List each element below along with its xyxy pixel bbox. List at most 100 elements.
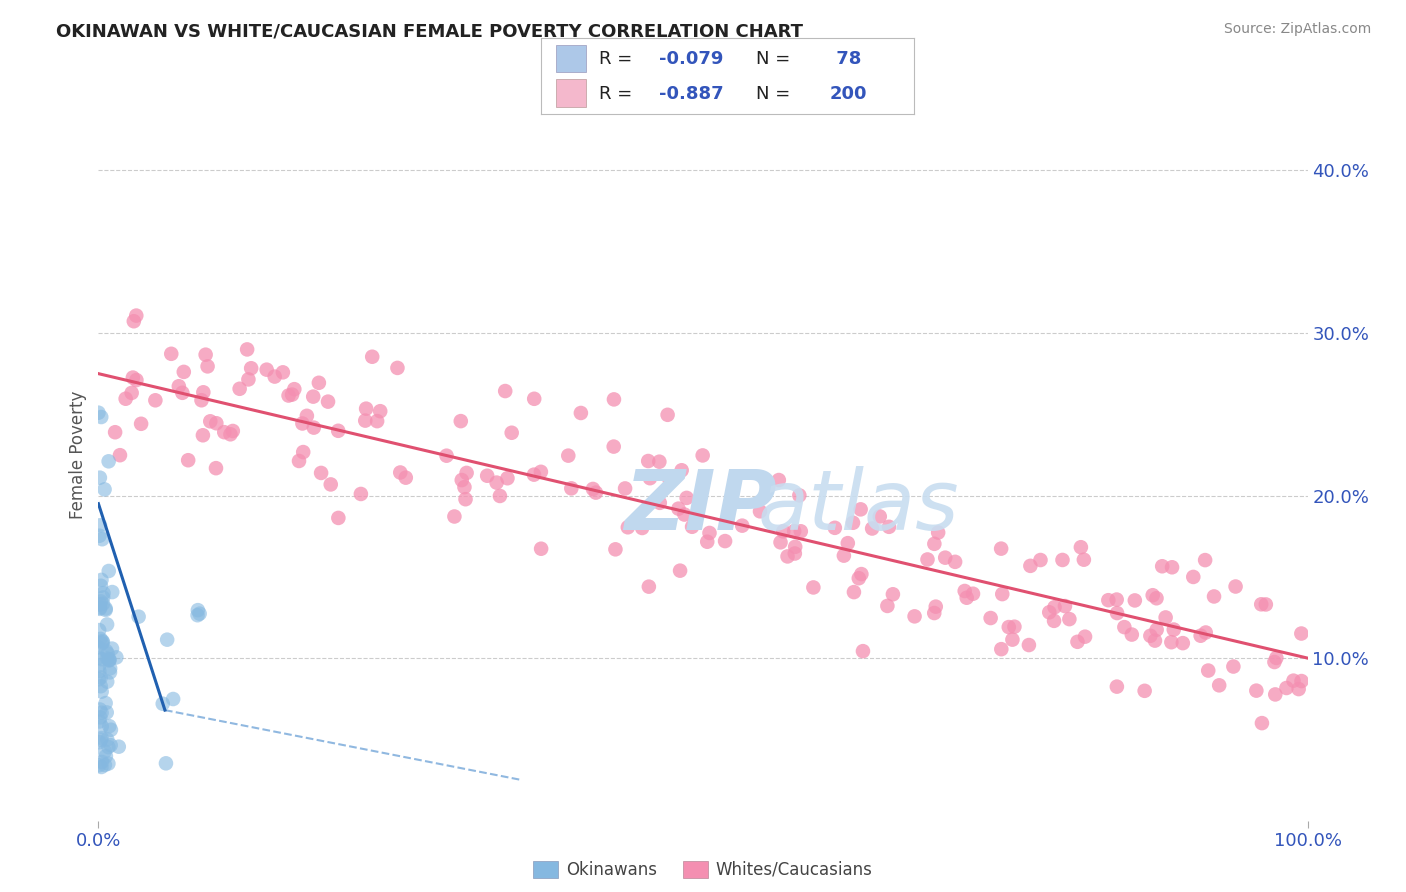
Point — [89, 471, 111, 485]
Point — [228, 382, 250, 396]
Point — [1114, 620, 1136, 634]
Text: 78: 78 — [830, 50, 862, 68]
Point — [91, 635, 114, 649]
Point — [200, 414, 222, 428]
Point — [1121, 627, 1143, 641]
Point — [90, 594, 112, 608]
Point — [173, 365, 195, 379]
Point — [1052, 553, 1074, 567]
Point — [1182, 570, 1205, 584]
Point — [240, 361, 263, 376]
Point — [1146, 623, 1168, 637]
Point — [90, 732, 112, 747]
Point — [1225, 580, 1247, 594]
Point — [89, 702, 111, 716]
Point — [1275, 681, 1298, 695]
Point — [1194, 553, 1216, 567]
Point — [1105, 680, 1128, 694]
Point — [96, 732, 118, 747]
Point — [1163, 623, 1185, 637]
Point — [927, 525, 949, 540]
Point — [1029, 553, 1052, 567]
Point — [450, 414, 472, 428]
Point — [749, 504, 772, 518]
Point — [1074, 630, 1097, 644]
Point — [89, 714, 111, 729]
Point — [1263, 655, 1285, 669]
Point — [193, 385, 215, 400]
Point — [1189, 629, 1212, 643]
Point — [87, 673, 110, 687]
Point — [669, 564, 692, 578]
Point — [187, 603, 209, 617]
Point — [93, 483, 115, 497]
Point — [648, 455, 671, 469]
Point — [90, 731, 112, 745]
Point — [1001, 632, 1024, 647]
Point — [90, 706, 112, 720]
Point — [281, 387, 304, 401]
Point — [450, 473, 472, 487]
Point — [637, 580, 659, 594]
Text: atlas: atlas — [758, 466, 959, 547]
Point — [98, 719, 121, 733]
Point — [934, 550, 956, 565]
Point — [731, 518, 754, 533]
Point — [903, 609, 925, 624]
Point — [842, 516, 865, 530]
Point — [962, 587, 984, 601]
Point — [637, 454, 659, 468]
Point — [319, 477, 342, 491]
Point — [477, 468, 499, 483]
Point — [295, 409, 318, 423]
Point — [90, 652, 112, 666]
Point — [152, 697, 174, 711]
Point — [361, 350, 384, 364]
Point — [97, 740, 120, 755]
Point — [94, 603, 117, 617]
Point — [456, 466, 478, 480]
Point — [1291, 626, 1313, 640]
Point — [308, 376, 330, 390]
Point — [89, 664, 111, 678]
Text: R =: R = — [599, 50, 638, 68]
Point — [803, 581, 825, 595]
Point — [1254, 598, 1277, 612]
Point — [98, 653, 121, 667]
Point — [696, 534, 718, 549]
Point — [291, 417, 314, 431]
Point — [990, 642, 1012, 657]
Point — [90, 679, 112, 693]
Point — [354, 414, 377, 428]
Point — [638, 471, 661, 485]
Point — [188, 607, 211, 621]
Point — [1160, 635, 1182, 649]
Point — [87, 406, 110, 420]
Point — [1097, 593, 1119, 607]
Point — [776, 549, 799, 564]
Point — [768, 473, 790, 487]
Point — [436, 449, 458, 463]
Point — [354, 401, 377, 416]
Point — [214, 425, 236, 440]
Point — [89, 623, 111, 637]
Point — [530, 541, 553, 556]
Point — [238, 372, 260, 386]
Point — [1202, 590, 1225, 604]
Text: R =: R = — [599, 85, 638, 103]
Point — [145, 393, 167, 408]
Point — [121, 385, 143, 400]
Point — [187, 608, 209, 623]
Point — [155, 756, 177, 771]
Point — [699, 525, 721, 540]
Point — [236, 343, 259, 357]
Point — [194, 348, 217, 362]
Point — [90, 409, 112, 424]
Point — [849, 502, 872, 516]
Point — [104, 425, 127, 440]
Point — [129, 417, 152, 431]
Point — [263, 369, 285, 384]
Point — [1059, 612, 1081, 626]
Point — [1250, 597, 1272, 611]
Point — [1019, 558, 1042, 573]
